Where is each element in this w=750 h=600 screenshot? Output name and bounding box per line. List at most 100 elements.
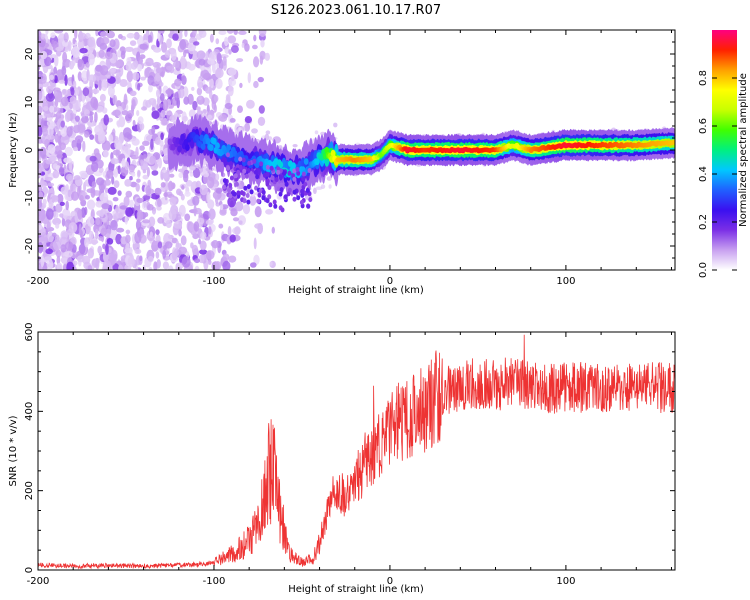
spectrogram-noise-cell <box>136 197 144 204</box>
spectrogram-noise-cell <box>230 45 239 53</box>
spectrogram-spread-cell <box>244 173 249 179</box>
spectrogram-noise-cell <box>244 116 252 124</box>
spectrogram-halo-cell <box>209 110 216 114</box>
spectrogram-noise-cell <box>178 190 183 197</box>
spectrogram-noise-cell <box>112 263 120 270</box>
spectrogram-noise-cell <box>72 37 76 45</box>
spectrogram-spread-cell <box>245 193 250 198</box>
spectrogram-noise-cell <box>208 226 212 235</box>
spectrogram-noise-cell <box>118 264 124 270</box>
spectrogram-noise-cell <box>145 57 154 67</box>
spectrogram-spread-cell <box>261 195 266 201</box>
spectrogram-noise-cell <box>134 248 142 255</box>
spectrogram-noise-cell <box>242 204 251 215</box>
spectrogram-noise-cell <box>214 68 224 79</box>
spectrogram-noise-cell <box>144 212 149 218</box>
spectrogram-noise-cell <box>239 82 243 88</box>
spectrogram-halo-cell <box>195 163 200 168</box>
spectrogram-noise-cell <box>149 231 153 238</box>
spectrogram-halo-cell <box>328 184 332 189</box>
spectrogram-noise-cell <box>219 209 227 216</box>
spectrogram-noise-cell <box>110 68 117 73</box>
spectrogram-noise-cell <box>120 144 126 154</box>
spectrogram-y-tick-label: 10 <box>24 96 35 109</box>
spectrogram-noise-cell <box>135 219 142 231</box>
spectrogram-noise-cell <box>171 49 177 61</box>
spectrogram-noise-cell <box>211 99 216 110</box>
spectrogram-noise-cell <box>70 87 75 96</box>
spectrogram-noise-cell <box>63 157 72 164</box>
spectrogram-noise-cell <box>58 79 65 84</box>
spectrogram-noise-cell <box>89 230 94 240</box>
spectrogram-noise-cell <box>44 256 53 261</box>
spectrogram-noise-cell <box>206 191 211 203</box>
spectrogram-noise-cell <box>115 204 119 213</box>
spectrogram-noise-cell <box>52 170 60 179</box>
spectrogram-ridge-cell <box>205 137 211 145</box>
spectrogram-noise-cell <box>77 209 81 218</box>
spectrogram-noise-cell <box>142 195 151 201</box>
colorbar-tick-label: 0.4 <box>698 166 709 182</box>
spectrogram-noise-cell <box>226 30 234 34</box>
spectrogram-noise-cell <box>56 154 63 159</box>
spectrogram-noise-cell <box>119 79 128 87</box>
spectrogram-noise-cell <box>235 201 244 212</box>
spectrogram-halo-cell <box>188 169 193 174</box>
spectrogram-noise-cell <box>148 98 157 106</box>
spectrogram-noise-cell <box>125 229 131 235</box>
chart-title: S126.2023.061.10.17.R07 <box>271 3 441 18</box>
spectrogram-noise-cell <box>113 180 120 189</box>
spectrogram-spread-cell <box>222 184 227 190</box>
spectrogram-noise-cell <box>59 142 66 151</box>
spectrogram-noise-cell <box>167 87 172 97</box>
spectrogram-halo-cell <box>178 172 184 178</box>
spectrogram-noise-cell <box>67 189 71 198</box>
spectrogram-noise-cell <box>259 55 264 65</box>
spectrogram-spread-cell <box>270 175 275 181</box>
spectrogram-noise-cell <box>168 208 177 221</box>
spectrogram-halo-cell <box>160 119 168 126</box>
spectrogram-noise-cell <box>164 50 171 58</box>
spectrogram-noise-cell <box>64 111 71 123</box>
spectrogram-spread-cell <box>284 181 289 187</box>
snr-y-tick-label: 200 <box>24 481 35 500</box>
colorbar: 0.0 0.2 0.4 0.6 0.8 Normalized spectral ampl… <box>698 30 749 278</box>
spectrogram-noise-cell <box>77 39 85 51</box>
spectrogram-noise-cell <box>155 251 160 259</box>
spectrogram-spread-cell <box>269 165 274 171</box>
spectrogram-noise-cell <box>229 118 236 123</box>
spectrogram-ridge-cell <box>278 161 284 169</box>
spectrogram-noise-cell <box>188 109 196 119</box>
spectrogram-noise-cell <box>265 130 271 135</box>
spectrogram-noise-cell <box>88 74 96 83</box>
spectrogram-noise-cell <box>191 244 199 255</box>
spectrogram-noise-cell <box>260 39 265 48</box>
spectrogram-noise-cell <box>253 254 260 265</box>
spectrogram-noise-cell <box>163 244 167 251</box>
spectrogram-noise-cell <box>136 169 141 178</box>
spectrogram-noise-cell <box>69 96 77 104</box>
spectrogram-noise-cell <box>200 231 207 240</box>
spectrogram-noise-cell <box>162 249 167 259</box>
spectrogram-noise-cell <box>64 250 73 258</box>
spectrogram-noise-cell <box>105 228 112 236</box>
spectrogram-noise-cell <box>129 176 133 181</box>
spectrogram-noise-cell <box>84 109 90 117</box>
spectrogram-noise-cell <box>81 70 89 82</box>
spectrogram-spread-cell <box>228 193 233 199</box>
spectrogram-noise-cell <box>218 30 227 36</box>
spectrogram-spread-cell <box>233 173 238 179</box>
spectrogram-spread-cell <box>273 203 278 209</box>
spectrogram-noise-cell <box>130 62 138 70</box>
spectrogram-noise-cell <box>165 220 172 228</box>
spectrogram-spread-cell <box>292 168 297 174</box>
spectrogram-noise-cell <box>61 88 68 96</box>
spectrogram-noise-cell <box>236 58 244 63</box>
spectrogram-noise-cell <box>258 30 267 37</box>
spectrogram-noise-cell <box>131 99 136 110</box>
spectrogram-noise-cell <box>162 261 169 270</box>
spectrogram-noise-cell <box>157 241 163 249</box>
spectrogram-noise-cell <box>85 62 90 68</box>
spectrogram-noise-cell <box>42 127 48 137</box>
spectrogram-spread-cell <box>272 199 277 205</box>
